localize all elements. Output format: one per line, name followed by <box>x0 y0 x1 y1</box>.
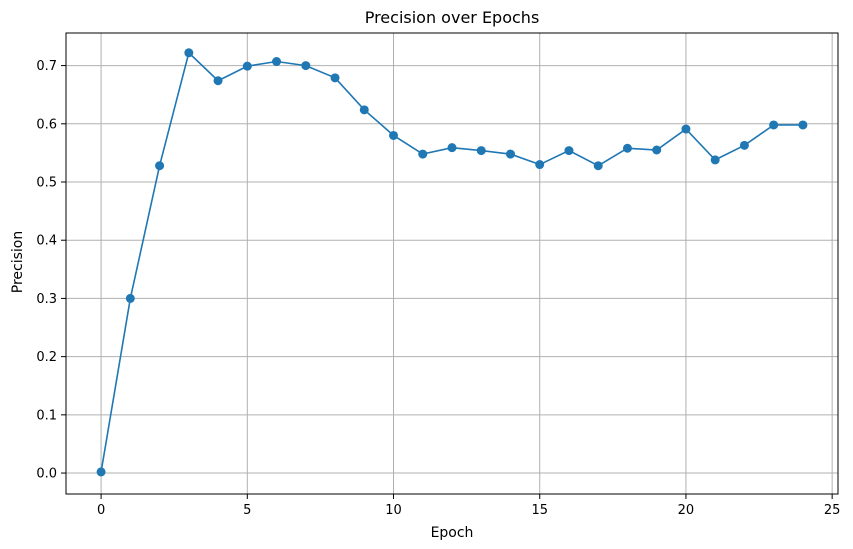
data-point <box>505 149 515 159</box>
y-axis-label: Precision <box>10 231 26 293</box>
data-point <box>710 155 720 165</box>
data-point <box>476 146 486 156</box>
data-point <box>418 149 428 159</box>
series-layer <box>96 48 808 477</box>
data-point <box>652 145 662 155</box>
data-point <box>535 160 545 170</box>
data-point <box>769 120 779 130</box>
data-point <box>564 146 574 156</box>
data-point <box>301 61 311 71</box>
x-tick-label: 20 <box>678 503 695 518</box>
y-tick-label: 0.1 <box>36 408 57 423</box>
y-tick-label: 0.7 <box>36 59 57 74</box>
x-tick-label: 0 <box>97 503 105 518</box>
series-line <box>100 51 803 473</box>
data-point <box>272 57 282 67</box>
y-tick-label: 0.2 <box>36 350 57 365</box>
data-point <box>213 76 223 86</box>
x-tick-label: 5 <box>243 503 251 518</box>
data-point <box>593 161 603 171</box>
chart-title: Precision over Epochs <box>365 8 540 27</box>
data-point <box>125 293 135 303</box>
data-point <box>739 140 749 150</box>
plot-area-frame <box>65 32 839 495</box>
x-axis-label: Epoch <box>431 525 474 541</box>
y-tick-label: 0.3 <box>36 292 57 307</box>
axis-ticks: 0 5 10 15 20 25 0.0 0.1 0.2 0.3 0.4 0.5 0.6 0.7 <box>36 59 840 518</box>
data-point <box>155 161 165 171</box>
data-point <box>359 105 369 115</box>
y-tick-label: 0.5 <box>36 176 57 191</box>
data-point <box>447 143 457 153</box>
x-tick-label: 25 <box>824 503 841 518</box>
data-point <box>330 73 340 83</box>
data-point <box>184 48 194 58</box>
data-point <box>798 120 808 130</box>
x-tick-label: 15 <box>531 503 548 518</box>
data-point <box>681 124 691 134</box>
data-point <box>389 130 399 140</box>
grid-lines <box>66 33 838 494</box>
y-tick-label: 0.6 <box>36 117 57 132</box>
data-point <box>96 467 106 477</box>
y-tick-label: 0.0 <box>36 467 57 482</box>
x-tick-label: 10 <box>385 503 402 518</box>
data-point <box>622 143 632 153</box>
y-tick-label: 0.4 <box>36 234 57 249</box>
data-point <box>242 61 252 71</box>
